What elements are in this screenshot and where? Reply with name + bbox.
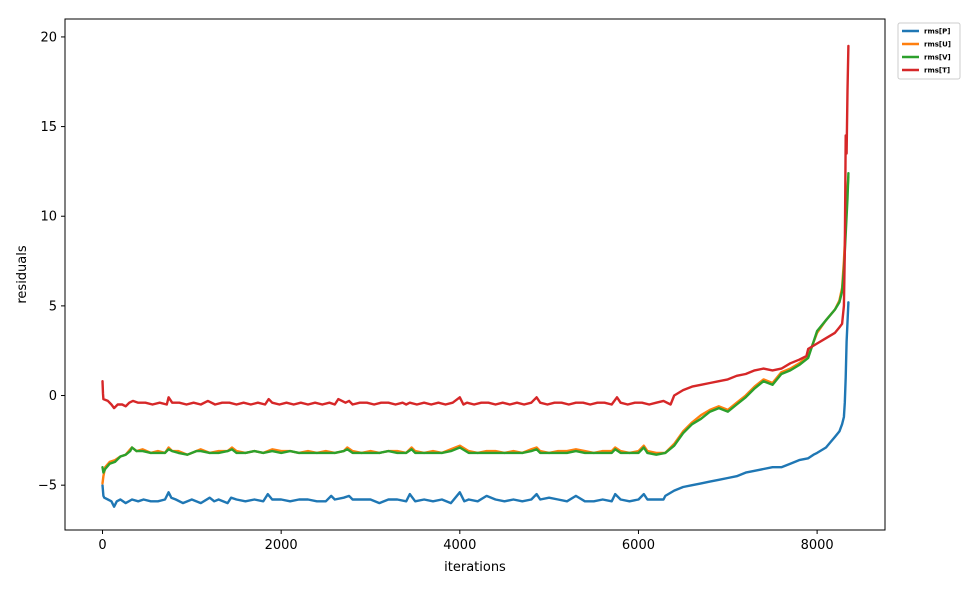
y-tick-label: 20: [40, 30, 57, 45]
y-tick-label: −5: [38, 479, 57, 494]
x-tick-label: 4000: [443, 538, 476, 553]
legend-label-rmsv: rms[V]: [924, 54, 951, 62]
y-tick-label: 10: [40, 210, 57, 225]
legend-frame: [897, 22, 961, 80]
x-tick-label: 2000: [265, 538, 298, 553]
legend-label-rmsp: rms[P]: [924, 28, 950, 36]
y-tick-label: 15: [40, 120, 57, 135]
x-axis-label: iterations: [444, 560, 506, 575]
legend: rms[P] rms[U] rms[V] rms[T]: [897, 22, 961, 80]
x-axis-ticks: 0 2000 4000 6000 8000: [98, 530, 834, 553]
x-tick-label: 8000: [801, 538, 834, 553]
y-axis-label: residuals: [15, 245, 30, 304]
legend-label-rmst: rms[T]: [924, 67, 950, 75]
series-line-rmsv: [101, 171, 850, 474]
y-tick-label: 0: [49, 389, 57, 404]
series-line-rmsp: [101, 301, 850, 508]
series-line-rmst: [101, 44, 850, 410]
x-tick-label: 6000: [622, 538, 655, 553]
y-tick-label: 5: [49, 299, 57, 314]
series-line-rmsu: [101, 175, 850, 485]
series-lines: [101, 44, 850, 508]
plot-area: 0 2000 4000 6000 8000 −5 0 5 10 15 20: [38, 18, 886, 553]
legend-label-rmsu: rms[U]: [924, 41, 951, 49]
x-tick-label: 0: [98, 538, 106, 553]
plot-frame: [64, 18, 886, 531]
y-axis-ticks: −5 0 5 10 15 20: [38, 30, 65, 494]
